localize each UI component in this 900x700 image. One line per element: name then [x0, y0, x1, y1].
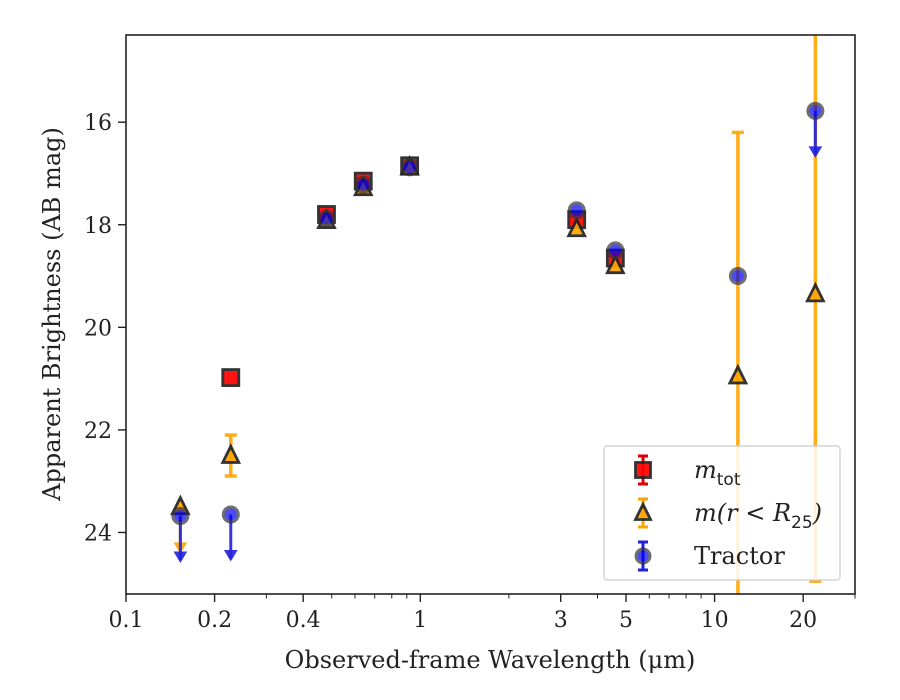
data-point-circle: [354, 175, 373, 194]
x-tick-label: 3: [554, 608, 568, 633]
data-point-triangle: [566, 216, 587, 238]
legend-marker-square: [634, 461, 652, 479]
y-tick-label: 22: [84, 419, 112, 444]
data-point-square: [221, 368, 241, 387]
x-axis-label: Observed-frame Wavelength (μm): [285, 646, 696, 674]
legend-box: [603, 445, 841, 581]
upper-limit-arrow-head: [173, 551, 188, 564]
data-point-circle: [806, 101, 825, 120]
plot-frame: [125, 34, 856, 595]
upper-limit-arrow-head: [223, 550, 238, 562]
data-point-triangle: [605, 253, 626, 275]
x-tick-label: 0.2: [197, 608, 232, 633]
upper-limit-arrow-head: [808, 146, 823, 158]
data-point-circle: [400, 158, 419, 177]
x-tick-label: 1: [413, 608, 427, 633]
x-tick-label: 20: [789, 608, 817, 633]
chart-axes: 0.1 0.2 0.4 1 3 5 10 20 16 18 20 22 24: [84, 111, 856, 633]
y-tick-label: 20: [84, 316, 112, 341]
legend-marker-circle: [634, 547, 652, 565]
series-circle: [171, 101, 825, 564]
data-point-circle: [317, 209, 336, 228]
y-tick-label: 18: [84, 214, 112, 239]
y-tick-label: 24: [84, 521, 112, 546]
legend-label: Tractor: [694, 542, 785, 570]
legend: mtot m(r < R25) Tractor: [603, 445, 841, 581]
data-point-triangle: [220, 443, 242, 464]
legend-label: m(r < R25): [694, 499, 822, 533]
y-tick-label: 16: [84, 111, 112, 136]
data-point-circle: [606, 241, 625, 260]
data-point-triangle: [805, 281, 826, 303]
data-point-circle: [221, 505, 240, 524]
x-tick-label: 0.4: [286, 608, 321, 633]
data-point-circle: [567, 201, 586, 220]
x-tick-label: 10: [701, 608, 729, 633]
x-tick-label: 5: [619, 608, 633, 633]
data-point-circle: [171, 507, 190, 526]
x-tick-label: 0.1: [109, 608, 144, 633]
legend-marker-triangle: [633, 501, 653, 521]
series-square: [221, 156, 625, 387]
data-point-circle: [728, 267, 747, 286]
data-point-triangle: [727, 363, 749, 385]
y-axis-label: Apparent Brightness (AB mag): [38, 127, 66, 502]
legend-label: mtot: [694, 456, 741, 490]
